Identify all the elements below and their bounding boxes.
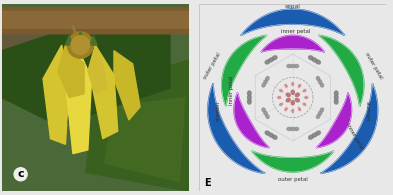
Ellipse shape	[277, 96, 282, 99]
Polygon shape	[252, 151, 334, 172]
Ellipse shape	[248, 95, 251, 100]
Ellipse shape	[286, 93, 290, 97]
Ellipse shape	[266, 114, 269, 118]
Text: c: c	[17, 169, 24, 179]
Circle shape	[71, 36, 90, 54]
Polygon shape	[319, 35, 364, 106]
Text: inner petal: inner petal	[345, 122, 364, 150]
Ellipse shape	[309, 135, 313, 139]
Ellipse shape	[264, 80, 267, 84]
Ellipse shape	[316, 60, 320, 64]
Ellipse shape	[320, 83, 323, 87]
Ellipse shape	[316, 131, 320, 135]
Ellipse shape	[318, 80, 322, 84]
Ellipse shape	[269, 58, 274, 62]
Ellipse shape	[302, 89, 307, 93]
Ellipse shape	[272, 135, 277, 139]
Ellipse shape	[279, 102, 283, 106]
Polygon shape	[2, 23, 170, 126]
Text: inner petal: inner petal	[281, 29, 310, 34]
Ellipse shape	[316, 77, 320, 81]
Text: stamen: stamen	[215, 101, 220, 121]
Ellipse shape	[291, 65, 295, 68]
Polygon shape	[234, 93, 269, 148]
Ellipse shape	[287, 65, 291, 68]
Ellipse shape	[316, 114, 320, 118]
Polygon shape	[65, 45, 92, 154]
Text: outer petal: outer petal	[278, 177, 308, 182]
Text: outer petal: outer petal	[202, 52, 222, 80]
Text: outer petal: outer petal	[364, 52, 383, 80]
Ellipse shape	[320, 108, 323, 112]
Polygon shape	[222, 35, 267, 106]
Text: stamen: stamen	[365, 101, 370, 121]
Polygon shape	[261, 35, 325, 52]
Ellipse shape	[287, 127, 291, 130]
FancyBboxPatch shape	[0, 11, 200, 28]
Ellipse shape	[312, 133, 317, 137]
Ellipse shape	[318, 111, 322, 115]
Ellipse shape	[248, 99, 251, 104]
Polygon shape	[77, 32, 84, 41]
Polygon shape	[86, 60, 189, 191]
Text: inner petal: inner petal	[229, 75, 234, 105]
Text: sepal: sepal	[285, 4, 301, 9]
Ellipse shape	[284, 83, 288, 88]
Ellipse shape	[291, 90, 294, 94]
Circle shape	[67, 32, 94, 58]
Ellipse shape	[294, 65, 299, 68]
Ellipse shape	[272, 56, 277, 60]
Ellipse shape	[291, 127, 295, 130]
Polygon shape	[241, 9, 345, 35]
Ellipse shape	[264, 111, 267, 115]
Ellipse shape	[304, 96, 309, 99]
FancyBboxPatch shape	[0, 8, 202, 34]
Ellipse shape	[334, 95, 338, 100]
Ellipse shape	[262, 108, 265, 112]
Circle shape	[0, 23, 49, 79]
Polygon shape	[208, 83, 265, 174]
Polygon shape	[58, 45, 84, 98]
Ellipse shape	[312, 58, 317, 62]
Ellipse shape	[266, 77, 269, 81]
Ellipse shape	[296, 98, 299, 102]
Ellipse shape	[265, 60, 270, 64]
Ellipse shape	[291, 82, 295, 87]
Polygon shape	[105, 98, 185, 182]
Polygon shape	[316, 93, 352, 148]
Polygon shape	[65, 36, 73, 45]
Ellipse shape	[248, 91, 251, 96]
Ellipse shape	[265, 131, 270, 135]
Polygon shape	[90, 36, 97, 45]
Ellipse shape	[279, 89, 283, 93]
Polygon shape	[114, 51, 140, 120]
Ellipse shape	[294, 127, 299, 130]
Ellipse shape	[262, 83, 265, 87]
Ellipse shape	[302, 102, 307, 106]
Polygon shape	[88, 45, 107, 94]
Ellipse shape	[284, 107, 288, 112]
Ellipse shape	[334, 91, 338, 96]
Ellipse shape	[298, 107, 302, 112]
Ellipse shape	[296, 93, 299, 97]
Polygon shape	[320, 83, 378, 174]
Ellipse shape	[286, 98, 290, 102]
Polygon shape	[43, 45, 69, 144]
Circle shape	[0, 56, 34, 101]
Text: E: E	[204, 178, 211, 188]
Ellipse shape	[291, 101, 294, 105]
Ellipse shape	[334, 99, 338, 104]
Ellipse shape	[309, 56, 313, 60]
Ellipse shape	[298, 83, 302, 88]
Ellipse shape	[269, 133, 274, 137]
Ellipse shape	[291, 108, 295, 113]
Polygon shape	[92, 45, 118, 139]
